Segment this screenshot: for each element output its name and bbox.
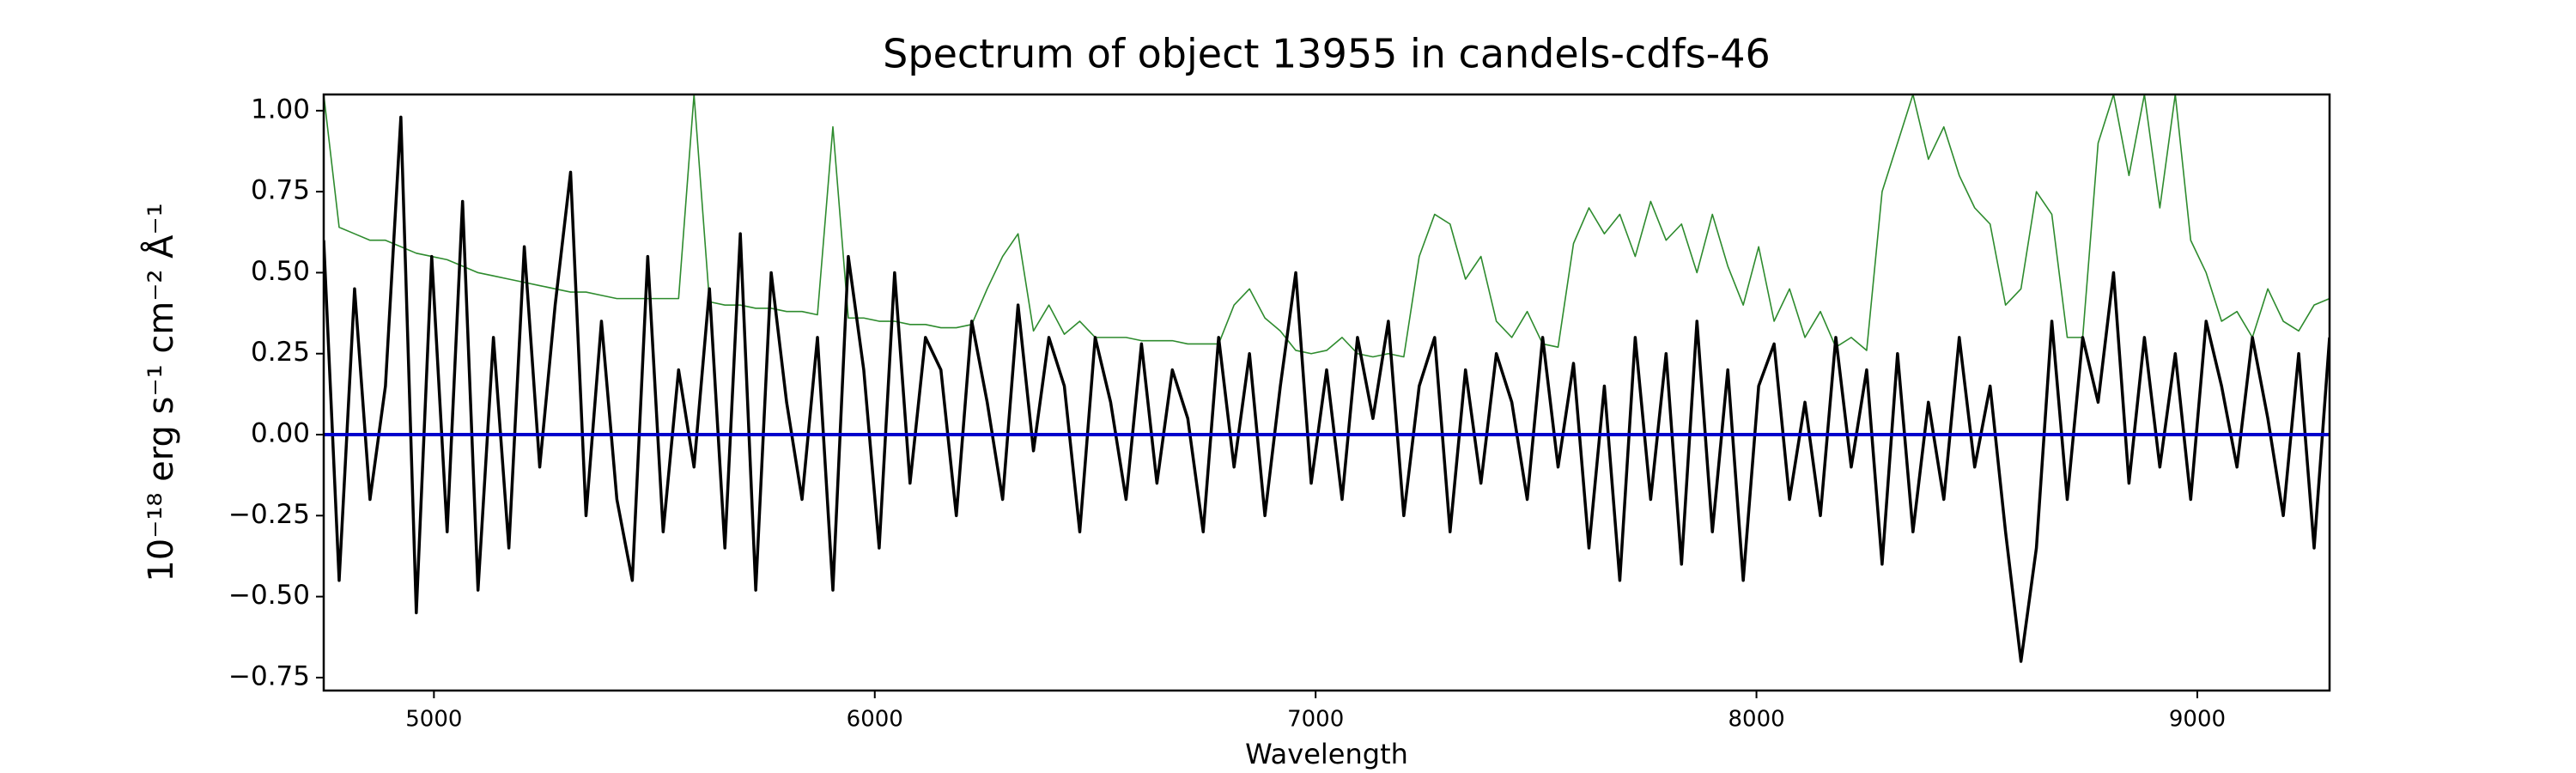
series-line [324, 115, 2330, 663]
plot-lines [324, 94, 2330, 663]
x-tick-label: 7000 [1287, 707, 1344, 733]
series-line [324, 94, 2330, 358]
plot-frame [322, 93, 2331, 692]
y-tick-label: 0.50 [251, 256, 310, 287]
y-tick-label: −0.75 [228, 660, 310, 691]
y-tick-label: 0.75 [251, 175, 310, 206]
x-tick-label: 9000 [2169, 707, 2226, 733]
x-tick-label: 5000 [405, 707, 462, 733]
y-axis-label: 10⁻¹⁸ erg s⁻¹ cm⁻² Å⁻¹ [140, 203, 181, 581]
y-tick-label: 0.25 [251, 337, 310, 368]
y-tick-label: 1.00 [251, 94, 310, 125]
x-tick-label: 6000 [847, 707, 903, 733]
x-tick-label: 8000 [1728, 707, 1784, 733]
chart-title: Spectrum of object 13955 in candels-cdfs… [883, 31, 1771, 77]
y-tick-label: 0.00 [251, 418, 310, 449]
y-tick-label: −0.50 [228, 580, 310, 611]
y-tick-label: −0.25 [228, 499, 310, 530]
x-axis-label: Wavelength [1245, 738, 1408, 770]
